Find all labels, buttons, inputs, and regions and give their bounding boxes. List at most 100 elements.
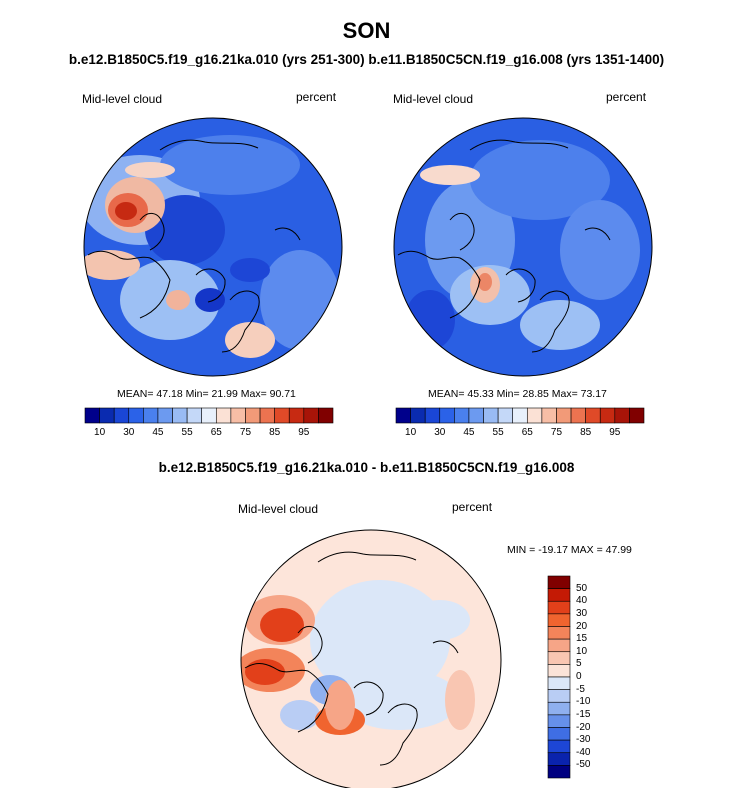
diff-colorbar-label: -40 <box>576 746 591 758</box>
left-colorbar-box <box>303 407 319 424</box>
diff-polar-map <box>240 529 502 788</box>
diff-colorbar-label: -30 <box>576 734 591 746</box>
left-colorbar <box>84 407 334 424</box>
left-units-label: percent <box>296 90 337 104</box>
diff-colorbar-box <box>547 638 571 653</box>
right-colorbar-box <box>570 407 586 424</box>
figure-title: SON <box>342 18 391 43</box>
right-colorbar-box <box>541 407 557 424</box>
left-colorbar-box <box>157 407 173 424</box>
right-colorbar-tick: 45 <box>463 427 475 438</box>
right-colorbar-box <box>599 407 616 424</box>
diff-colorbar-box <box>547 765 571 779</box>
right-colorbar-box <box>629 407 645 424</box>
right-colorbar-box <box>483 407 499 424</box>
diff-colorbar-label: 0 <box>576 671 582 682</box>
right-colorbar-tick: 55 <box>492 427 504 438</box>
diff-colorbar-label: 20 <box>576 620 588 632</box>
diff-colorbar-label: -5 <box>576 683 585 695</box>
left-colorbar-tick: 10 <box>94 427 106 438</box>
left-colorbar-tick: 85 <box>269 427 281 438</box>
diff-colorbar-label: -50 <box>576 759 591 771</box>
diff-colorbar-label: -20 <box>576 721 591 733</box>
left-colorbar-box <box>230 407 246 424</box>
right-colorbar-box <box>439 407 455 424</box>
left-colorbar-box <box>259 407 275 424</box>
diff-colorbar <box>547 575 571 779</box>
left-variable-label: Mid-level cloud <box>82 92 163 106</box>
left-colorbar-box <box>84 407 100 424</box>
right-colorbar-tick: 85 <box>580 427 592 438</box>
diff-colorbar-box <box>547 739 571 754</box>
diff-colorbar-box <box>547 600 571 615</box>
left-polar-map <box>83 117 343 377</box>
diff-title: b.e12.B1850C5.f19_g16.21ka.010 - b.e11.B… <box>158 460 575 475</box>
diff-colorbar-label: 30 <box>576 607 588 619</box>
diff-colorbar-box <box>547 689 571 703</box>
diff-colorbar-label: -15 <box>576 708 591 720</box>
left-colorbar-box <box>128 407 144 424</box>
right-colorbar-box <box>512 407 528 424</box>
right-colorbar-tick: 95 <box>609 427 621 438</box>
right-colorbar-box <box>497 407 514 424</box>
right-colorbar-box <box>395 407 411 424</box>
diff-colorbar-label: 50 <box>576 582 588 594</box>
left-colorbar-tick: 95 <box>298 427 310 438</box>
left-colorbar-box <box>99 407 115 424</box>
diff-colorbar-box <box>547 664 571 678</box>
left-colorbar-box <box>318 407 334 424</box>
diff-colorbar-box <box>547 575 571 589</box>
left-colorbar-box <box>215 407 232 424</box>
right-polar-map <box>393 117 653 377</box>
left-colorbar-box <box>201 407 217 424</box>
left-colorbar-tick: 45 <box>152 427 164 438</box>
right-colorbar-box <box>424 407 441 424</box>
left-colorbar-box <box>186 407 203 424</box>
diff-colorbar-box <box>547 613 571 627</box>
diff-colorbar-box <box>547 701 571 716</box>
diff-colorbar-label: 10 <box>576 645 588 657</box>
diff-units-label: percent <box>452 500 493 514</box>
left-colorbar-tick: 75 <box>239 427 252 438</box>
diff-colorbar-label: 15 <box>576 633 588 645</box>
right-colorbar-box <box>614 407 630 424</box>
figure-subtitle: b.e12.B1850C5.f19_g16.21ka.010 (yrs 251-… <box>68 52 665 67</box>
diff-colorbar-box <box>547 626 571 640</box>
diff-stats: MIN = -19.17 MAX = 47.99 <box>507 544 632 556</box>
right-colorbar-box <box>556 407 572 424</box>
diff-variable-label: Mid-level cloud <box>238 502 319 516</box>
right-colorbar-tick: 75 <box>550 427 563 438</box>
diff-colorbar-label: 5 <box>576 658 582 670</box>
right-colorbar-tick: 10 <box>405 427 417 438</box>
diff-colorbar-box <box>547 588 571 602</box>
diff-colorbar-label: 40 <box>576 595 588 607</box>
right-colorbar <box>395 407 645 424</box>
right-colorbar-box <box>454 407 470 424</box>
left-colorbar-box <box>143 407 159 424</box>
right-stats: MEAN= 45.33 Min= 28.85 Max= 73.17 <box>428 388 607 400</box>
right-units-label: percent <box>606 90 647 104</box>
right-colorbar-tick: 65 <box>521 427 533 438</box>
left-colorbar-tick: 55 <box>181 427 193 438</box>
left-stats: MEAN= 47.18 Min= 21.99 Max= 90.71 <box>117 388 296 400</box>
left-colorbar-box <box>288 407 305 424</box>
diff-colorbar-box <box>547 727 571 741</box>
right-variable-label: Mid-level cloud <box>393 92 474 106</box>
left-colorbar-tick: 65 <box>210 427 222 438</box>
left-colorbar-box <box>113 407 130 424</box>
diff-colorbar-box <box>547 651 571 665</box>
left-colorbar-box <box>245 407 261 424</box>
diff-colorbar-box <box>547 714 571 728</box>
left-colorbar-box <box>274 407 290 424</box>
right-colorbar-box <box>526 407 543 424</box>
right-colorbar-box <box>468 407 484 424</box>
right-colorbar-box <box>585 407 601 424</box>
diff-colorbar-box <box>547 752 571 766</box>
left-colorbar-tick: 30 <box>123 427 135 438</box>
right-colorbar-tick: 30 <box>434 427 446 438</box>
right-colorbar-box <box>410 407 426 424</box>
left-colorbar-box <box>172 407 188 424</box>
diff-colorbar-label: -10 <box>576 696 591 708</box>
diff-colorbar-box <box>547 676 571 690</box>
